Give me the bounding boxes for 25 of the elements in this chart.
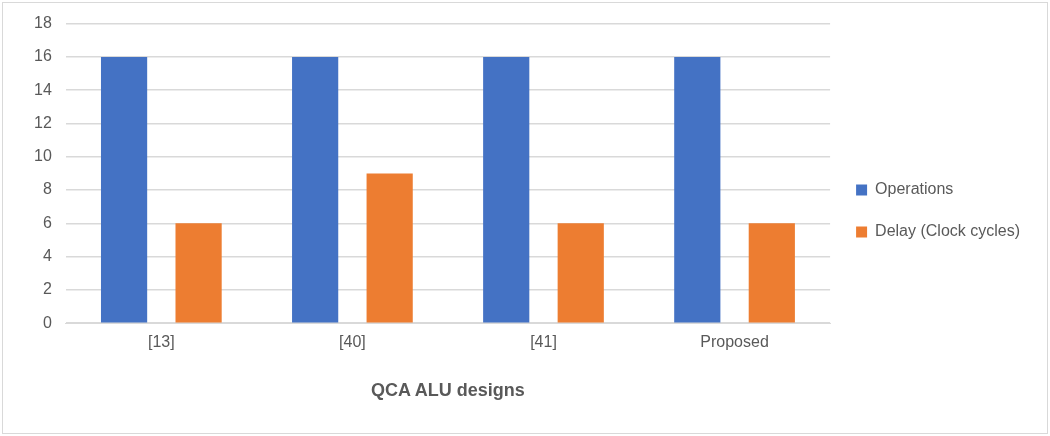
bar (557, 223, 604, 323)
x-tick-label: [13] (147, 333, 175, 351)
y-tick-label: 0 (42, 313, 52, 331)
y-tick-label: 2 (42, 280, 52, 298)
bar (100, 56, 148, 323)
bar (175, 223, 222, 323)
bar (366, 173, 413, 323)
y-tick-label: 14 (34, 80, 52, 98)
y-tick-label: 16 (34, 47, 52, 65)
x-axis-title: QCA ALU designs (371, 380, 525, 401)
bar (292, 56, 339, 323)
legend-label: Delay (Clock cycles) (875, 222, 1021, 240)
y-tick-label: 10 (34, 147, 52, 165)
y-tick-label: 6 (42, 213, 52, 231)
x-tick-label: [40] (339, 333, 366, 351)
y-tick-label: 12 (34, 113, 52, 131)
bar (483, 56, 530, 323)
y-tick-label: 4 (42, 247, 52, 265)
bar (748, 223, 795, 323)
x-tick-label: Proposed (700, 333, 769, 351)
x-tick-label: [41] (530, 333, 557, 351)
y-tick-label: 8 (42, 180, 52, 198)
legend-label: Operations (875, 180, 954, 198)
bar (674, 56, 721, 323)
y-tick-label: 18 (34, 14, 52, 32)
